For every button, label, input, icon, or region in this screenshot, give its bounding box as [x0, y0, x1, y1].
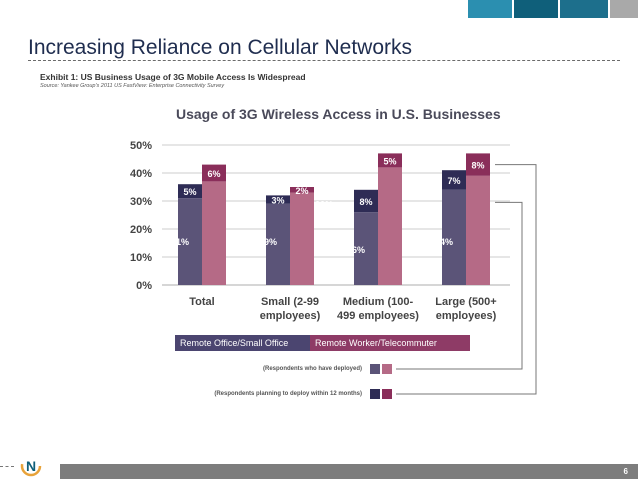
- bar-deployed: [442, 189, 466, 285]
- top-bar-block-1: [468, 0, 512, 18]
- company-logo-icon: N: [20, 455, 42, 477]
- data-label-planning: 2%: [295, 186, 308, 196]
- data-label-deployed: 42%: [403, 174, 421, 184]
- data-label-planning: 5%: [383, 156, 396, 166]
- legend-remote-worker-label: Remote Worker/Telecommuter: [315, 338, 437, 348]
- bar-deployed: [202, 181, 226, 285]
- y-tick-label: 10%: [130, 252, 152, 264]
- swatch-office-planning: [370, 389, 380, 399]
- x-tick-label: Large (500+: [435, 296, 496, 308]
- swatch-worker-planning: [382, 389, 392, 399]
- y-tick-label: 30%: [130, 196, 152, 208]
- data-label-deployed: 33%: [315, 200, 333, 210]
- legend-remote-office: Remote Office/Small Office: [175, 335, 310, 351]
- x-tick-label: 499 employees): [337, 310, 419, 322]
- y-tick-label: 20%: [130, 224, 152, 236]
- x-tick-label: Small (2-99: [261, 296, 319, 308]
- top-bar-block-3: [560, 0, 608, 18]
- footer-divider: [0, 466, 14, 467]
- exhibit-title: Exhibit 1: US Business Usage of 3G Mobil…: [40, 72, 306, 82]
- y-tick-label: 50%: [130, 140, 152, 152]
- x-tick-label: employees): [436, 310, 497, 322]
- data-label-planning: 5%: [183, 187, 196, 197]
- note-planning: (Respondents planning to deploy within 1…: [214, 391, 362, 397]
- title-divider: [28, 60, 620, 61]
- data-label-deployed: 34%: [435, 237, 453, 247]
- chart-title: Usage of 3G Wireless Access in U.S. Busi…: [176, 106, 501, 122]
- bar-planning: [202, 164, 226, 182]
- bar-deployed: [378, 167, 402, 285]
- exhibit-source: Source: Yankee Group's 2011 US FastView:…: [40, 83, 225, 89]
- bar-deployed: [178, 198, 202, 285]
- data-label-deployed: 39%: [491, 183, 509, 193]
- bar-deployed: [354, 212, 378, 285]
- data-label-deployed: 31%: [171, 237, 189, 247]
- note-deployed: (Respondents who have deployed): [262, 366, 362, 372]
- bar-planning: [178, 184, 202, 199]
- bar-planning: [290, 187, 314, 193]
- y-tick-label: 0%: [136, 280, 152, 292]
- data-label-planning: 6%: [207, 169, 220, 179]
- x-tick-label: Medium (100-: [343, 296, 414, 308]
- slide-title: Increasing Reliance on Cellular Networks: [28, 36, 413, 59]
- data-label-deployed: 37%: [227, 188, 245, 198]
- data-label-planning: 8%: [471, 161, 484, 171]
- data-label-deployed: 26%: [347, 245, 365, 255]
- data-label-planning: 3%: [271, 196, 284, 206]
- bar-planning: [378, 153, 402, 168]
- y-tick-label: 40%: [130, 168, 152, 180]
- x-tick-label: Total: [189, 296, 214, 308]
- legend-remote-office-label: Remote Office/Small Office: [180, 338, 289, 348]
- bar-planning: [354, 189, 378, 213]
- top-bar-block-2: [514, 0, 558, 18]
- page-number: 6: [623, 467, 628, 476]
- connector-deployed: [396, 201, 523, 370]
- footer-bar: [60, 464, 638, 479]
- x-tick-label: employees): [260, 310, 321, 322]
- bar-planning: [466, 153, 490, 176]
- data-label-planning: 8%: [359, 197, 372, 207]
- swatch-office-deployed: [370, 364, 380, 374]
- svg-text:N: N: [26, 458, 36, 474]
- bar-deployed: [290, 192, 314, 285]
- bar-deployed: [266, 203, 290, 285]
- legend-remote-worker: Remote Worker/Telecommuter: [310, 335, 470, 351]
- top-bar-block-4: [610, 0, 638, 18]
- data-label-deployed: 29%: [259, 237, 277, 247]
- bar-planning: [266, 195, 290, 204]
- data-label-planning: 7%: [447, 176, 460, 186]
- connector-planning: [396, 164, 537, 395]
- bar-deployed: [466, 175, 490, 285]
- swatch-worker-deployed: [382, 364, 392, 374]
- bar-planning: [442, 170, 466, 190]
